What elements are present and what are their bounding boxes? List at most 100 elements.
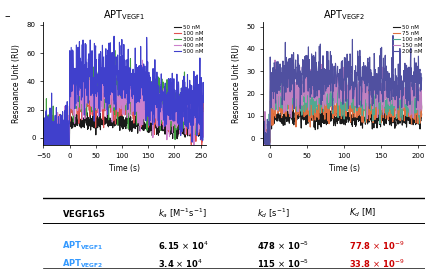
Line: 50 nM: 50 nM [263,105,421,150]
400 nM [162,96,168,99]
500 nM [179,89,184,93]
300 nM [162,107,168,110]
100 nM [201,125,206,129]
Text: 478 $\times$ 10$^{-5}$: 478 $\times$ 10$^{-5}$ [257,239,309,252]
75 nM [265,154,270,157]
Line: 100 nM: 100 nM [43,79,203,152]
100 nM [367,100,372,103]
Line: 150 nM: 150 nM [263,60,421,162]
Text: –: – [4,11,10,21]
Y-axis label: Resonance Unit (RU): Resonance Unit (RU) [12,44,21,123]
50 nM [367,120,372,124]
Text: 77.8 $\times$ 10$^{-9}$: 77.8 $\times$ 10$^{-9}$ [349,239,404,252]
500 nM [143,106,148,110]
Title: APT$_{\mathregular{VEGF1}}$: APT$_{\mathregular{VEGF1}}$ [103,8,146,22]
Text: $K_d\ [\mathregular{M}]$: $K_d\ [\mathregular{M}]$ [349,207,376,219]
400 nM [201,111,206,114]
500 nM [59,175,64,178]
50 nM [162,132,168,136]
300 nM [134,123,139,127]
50 nM [138,127,144,130]
75 nM [367,119,372,122]
Legend: 50 nM, 100 nM, 300 nM, 400 nM, 500 nM: 50 nM, 100 nM, 300 nM, 400 nM, 500 nM [173,24,204,55]
50 nM [354,113,359,116]
Text: 115 $\times$ 10$^{-5}$: 115 $\times$ 10$^{-5}$ [257,258,309,270]
50 nM [262,148,267,152]
150 nM [264,161,269,164]
100 nM [354,109,359,112]
200 nM [260,132,266,136]
300 nM [41,138,46,142]
50 nM [82,105,88,109]
50 nM [134,120,139,123]
500 nM [112,35,117,38]
100 nM [332,100,338,103]
150 nM [419,108,424,112]
100 nM [134,105,139,108]
50 nM [419,112,424,116]
Line: 500 nM: 500 nM [43,36,203,177]
Line: 100 nM: 100 nM [263,76,421,148]
100 nM [41,127,46,131]
200 nM [263,160,269,163]
Line: 50 nM: 50 nM [43,107,203,148]
75 nM [380,110,385,114]
500 nM [51,165,56,168]
75 nM [332,88,337,91]
400 nM [134,102,139,105]
50 nM [260,140,266,143]
50 nM [179,129,184,132]
75 nM [301,104,306,107]
50 nM [289,116,294,119]
300 nM [51,104,56,108]
200 nM [332,69,338,72]
150 nM [332,84,338,87]
100 nM [51,141,56,144]
200 nM [391,34,396,37]
150 nM [367,68,372,71]
50 nM [201,129,206,132]
400 nM [51,143,56,147]
300 nM [138,97,144,100]
Line: 75 nM: 75 nM [263,89,421,156]
100 nM [289,102,294,105]
Text: $k_a\ [\mathregular{M}^{-1}\mathregular{s}^{-1}]$: $k_a\ [\mathregular{M}^{-1}\mathregular{… [158,206,207,220]
Y-axis label: Resonance Unit (RU): Resonance Unit (RU) [232,44,240,123]
500 nM [201,101,206,104]
Text: $k_d\ [\mathregular{s}^{-1}]$: $k_d\ [\mathregular{s}^{-1}]$ [257,206,290,220]
Title: APT$_{\mathregular{VEGF2}}$: APT$_{\mathregular{VEGF2}}$ [323,8,365,22]
Text: 33.8 $\times$ 10$^{-9}$: 33.8 $\times$ 10$^{-9}$ [349,258,404,270]
75 nM [354,116,359,119]
100 nM [143,99,148,102]
150 nM [289,71,294,74]
50 nM [51,143,56,147]
200 nM [301,91,306,94]
100 nM [114,77,119,80]
500 nM [162,84,168,87]
Text: 6.15 $\times$ 10$^4$: 6.15 $\times$ 10$^4$ [158,239,209,252]
150 nM [354,85,359,89]
300 nM [112,49,118,52]
100 nM [380,89,385,93]
Line: 400 nM: 400 nM [43,60,203,161]
150 nM [302,88,307,92]
50 nM [332,120,338,123]
200 nM [367,88,372,92]
75 nM [419,104,424,108]
150 nM [260,134,266,137]
200 nM [289,66,294,70]
75 nM [332,105,338,108]
400 nM [143,98,148,101]
50 nM [56,147,61,150]
50 nM [273,103,278,106]
50 nM [41,134,46,138]
100 nM [66,150,71,153]
Text: 3.4 $\times$ 10$^4$: 3.4 $\times$ 10$^4$ [158,258,203,270]
150 nM [273,58,278,62]
75 nM [260,138,266,141]
500 nM [134,70,139,73]
200 nM [354,101,359,104]
300 nM [143,99,148,102]
400 nM [138,106,143,109]
Text: APT$_{\mathregular{VEGF1}}$: APT$_{\mathregular{VEGF1}}$ [62,239,104,252]
